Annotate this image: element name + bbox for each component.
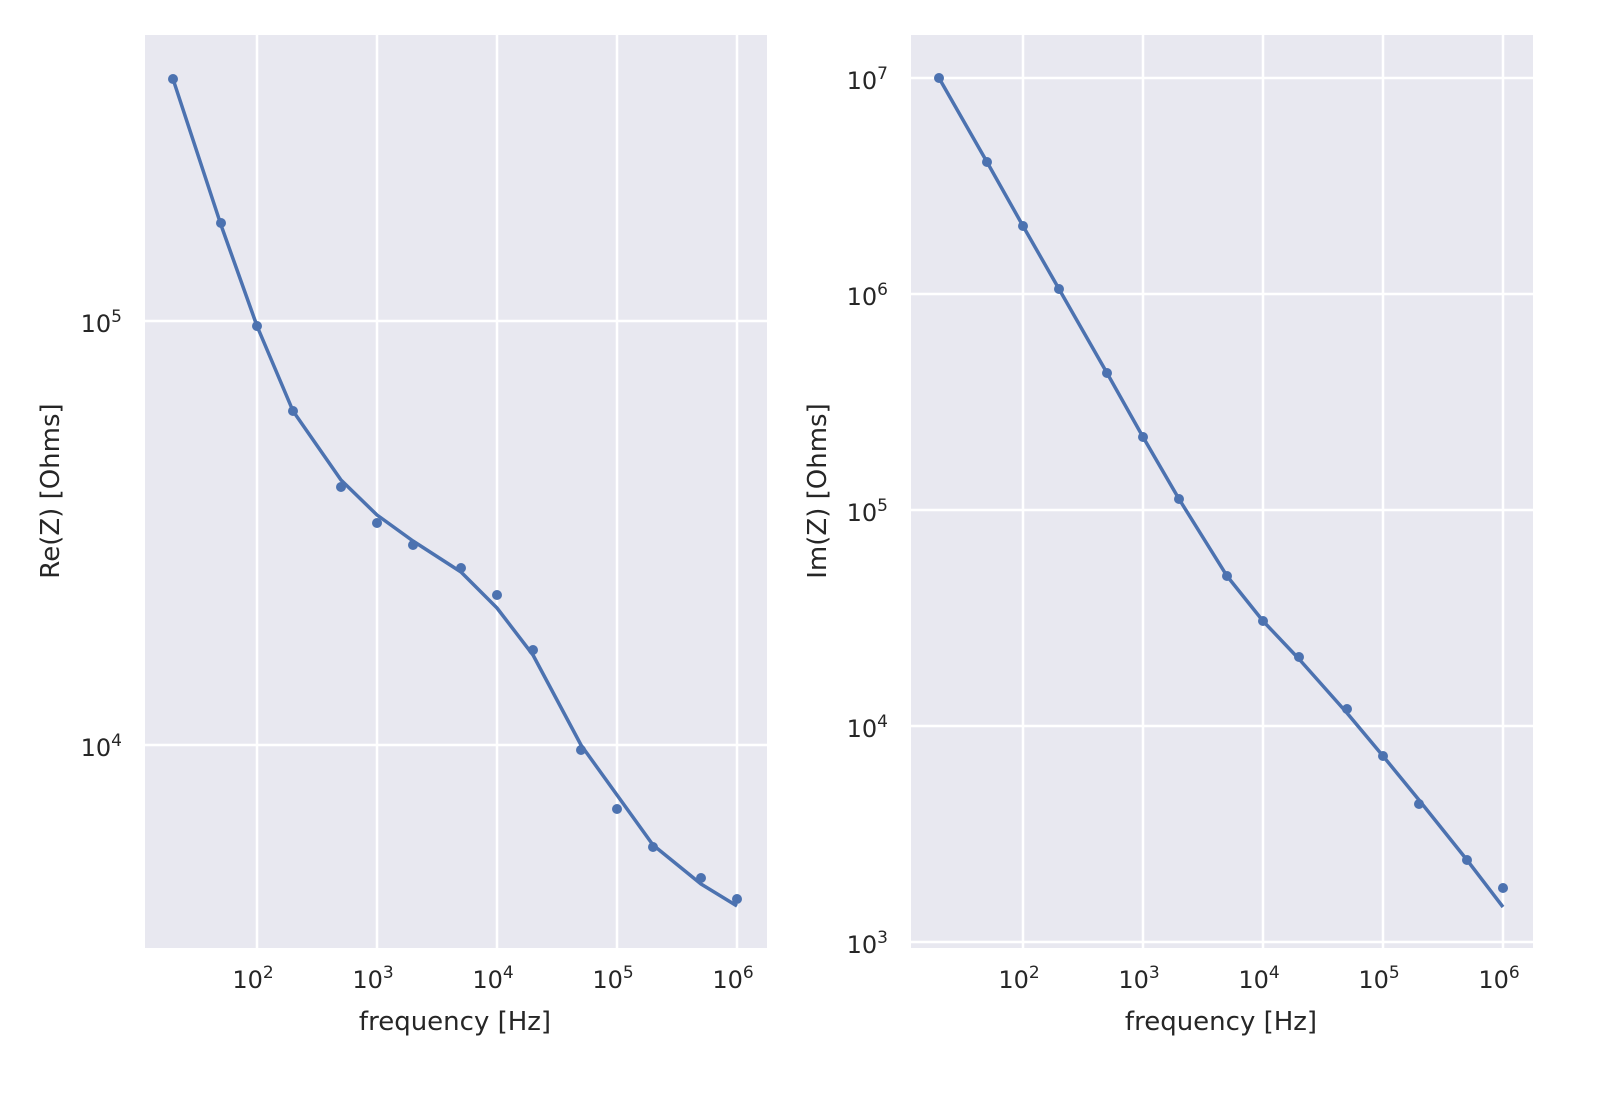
left-ytick-label: 105 bbox=[81, 307, 122, 338]
right-xtick-label: 106 bbox=[1478, 963, 1519, 994]
right-ytick-label: 105 bbox=[847, 496, 888, 527]
left-data-markers bbox=[168, 74, 742, 904]
right-ytick-label: 107 bbox=[847, 64, 888, 95]
right-grid bbox=[911, 35, 1533, 948]
right-xtick-label: 102 bbox=[998, 963, 1039, 994]
right-y-axis-label: Im(Z) [Ohms] bbox=[803, 403, 833, 578]
left-y-axis-label: Re(Z) [Ohms] bbox=[36, 403, 66, 578]
right-y-tick-labels: 107 106 105 104 103 bbox=[847, 64, 888, 959]
right-data-markers bbox=[934, 73, 1508, 893]
left-y-tick-labels: 105 104 bbox=[81, 307, 122, 762]
left-plot-area bbox=[145, 35, 767, 948]
left-xtick-label: 105 bbox=[592, 963, 633, 994]
left-chart-panel: 102 103 104 105 106 105 104 frequency [H… bbox=[36, 35, 767, 1037]
right-xtick-label: 104 bbox=[1238, 963, 1279, 994]
left-xtick-label: 106 bbox=[712, 963, 753, 994]
left-xtick-label: 103 bbox=[352, 963, 393, 994]
right-x-axis-label: frequency [Hz] bbox=[1125, 1007, 1317, 1037]
right-xtick-label: 105 bbox=[1358, 963, 1399, 994]
right-xtick-label: 103 bbox=[1118, 963, 1159, 994]
right-plot-area bbox=[911, 35, 1533, 948]
right-ytick-label: 103 bbox=[847, 928, 888, 959]
right-ytick-label: 106 bbox=[847, 280, 888, 311]
left-grid bbox=[145, 35, 767, 948]
left-ytick-label: 104 bbox=[81, 731, 122, 762]
left-xtick-label: 104 bbox=[472, 963, 513, 994]
right-chart-panel: 102 103 104 105 106 107 106 105 104 103 … bbox=[803, 35, 1533, 1037]
left-x-tick-labels: 102 103 104 105 106 bbox=[232, 963, 753, 994]
left-x-axis-label: frequency [Hz] bbox=[359, 1007, 551, 1037]
right-ytick-label: 104 bbox=[847, 712, 888, 743]
left-xtick-label: 102 bbox=[232, 963, 273, 994]
right-x-tick-labels: 102 103 104 105 106 bbox=[998, 963, 1519, 994]
